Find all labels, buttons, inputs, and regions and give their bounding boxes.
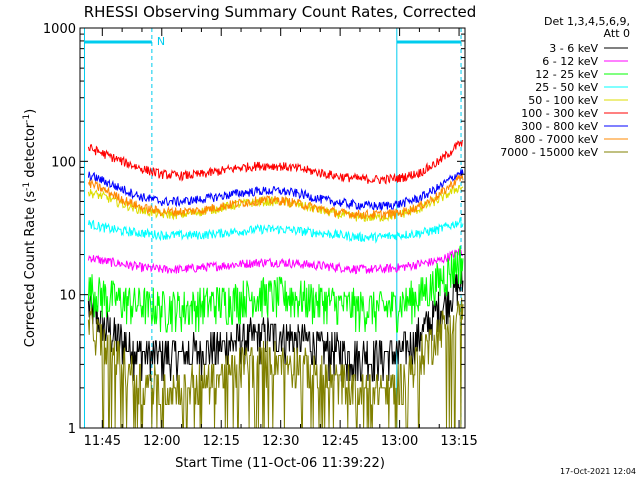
- legend-label-6: 100 - 300 keV: [521, 107, 598, 120]
- y-axis-label-sup2: -1: [22, 114, 32, 123]
- y-axis-label-end: ): [23, 109, 38, 114]
- series-line-6: [87, 139, 464, 185]
- axes: [79, 27, 466, 429]
- detectors-line-2: Att 0: [604, 27, 630, 40]
- x-axis-ticks: 11:45 12:00 12:15 12:30 12:45 13:00 13:15: [84, 28, 478, 449]
- series-line-3: [87, 245, 464, 333]
- x-tick-label: 11:45: [84, 434, 121, 449]
- y-tick-label: 1: [68, 422, 76, 437]
- x-tick-label: 12:00: [143, 434, 180, 449]
- legend-label-8: 800 - 7000 keV: [514, 133, 598, 146]
- series-line-8: [87, 173, 464, 220]
- legend-label-5: 50 - 100 keV: [528, 94, 598, 107]
- timestamp: 17-Oct-2021 12:04: [560, 467, 636, 476]
- night-markers: N: [83, 28, 462, 428]
- y-tick-label: 100: [51, 155, 76, 170]
- data-series: [87, 139, 464, 429]
- y-axis-ticks: 1 10 100 1000: [43, 22, 465, 437]
- series-line-1: [87, 268, 464, 382]
- y-axis-label-mid: detector: [23, 122, 38, 182]
- x-tick-label: 12:30: [262, 434, 299, 449]
- x-tick-label: 13:15: [440, 434, 477, 449]
- y-axis-label: Corrected Count Rate (s-1 detector-1): [22, 109, 38, 347]
- legend-label-7: 300 - 800 keV: [521, 120, 598, 133]
- chart-title: RHESSI Observing Summary Count Rates, Co…: [84, 3, 477, 21]
- night-label: N: [157, 35, 165, 48]
- legend-label-1: 3 - 6 keV: [549, 42, 598, 55]
- legend-label-4: 25 - 50 keV: [535, 81, 598, 94]
- detectors-line-1: Det 1,3,4,5,6,9,: [544, 15, 630, 28]
- series-line-2: [87, 248, 464, 275]
- series-line-7: [87, 169, 464, 212]
- legend-label-2: 6 - 12 keV: [542, 55, 598, 68]
- y-axis-label-sup1: -1: [22, 182, 32, 191]
- x-tick-label: 13:00: [381, 434, 418, 449]
- series-line-4: [87, 217, 464, 244]
- plot-frame: [79, 27, 466, 429]
- legend-label-9: 7000 - 15000 keV: [500, 146, 598, 159]
- y-tick-label: 10: [59, 289, 76, 304]
- x-axis-label: Start Time (11-Oct-06 11:39:22): [175, 456, 385, 471]
- y-tick-label: 1000: [43, 22, 76, 37]
- y-axis-label-main: Corrected Count Rate (s: [23, 191, 38, 348]
- series-line-9: [87, 297, 464, 429]
- legend-label-3: 12 - 25 keV: [535, 68, 598, 81]
- x-tick-label: 12:15: [202, 434, 239, 449]
- x-tick-label: 12:45: [321, 434, 358, 449]
